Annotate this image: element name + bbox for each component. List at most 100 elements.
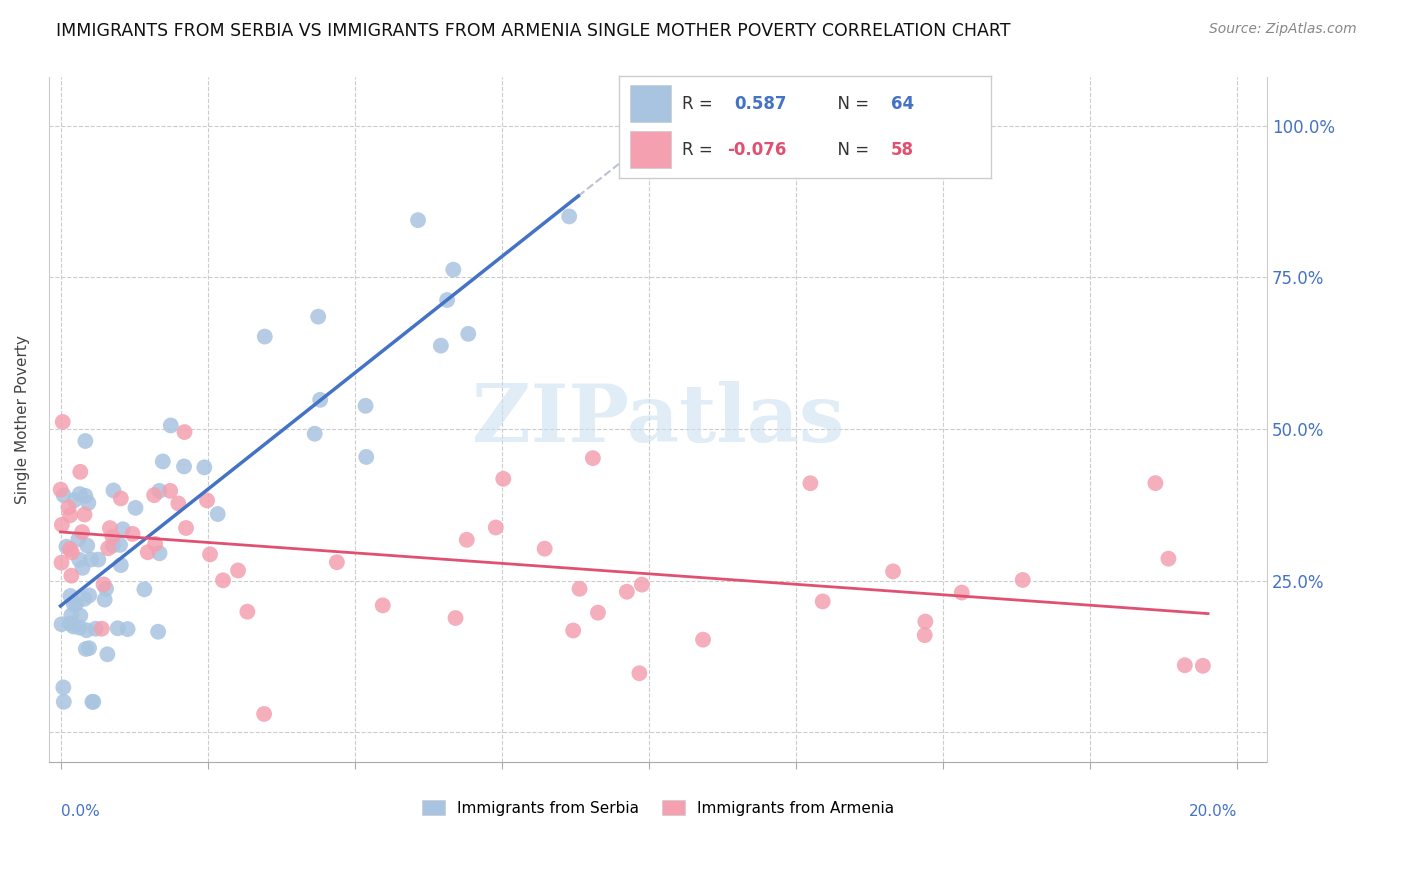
Point — [60, 545, 83, 559]
Text: ZIPatlas: ZIPatlas — [471, 381, 844, 459]
Point — [70, 525, 93, 540]
Point — [67, 553, 90, 567]
Text: 20.0%: 20.0% — [1189, 804, 1237, 819]
Point — [60, 568, 83, 582]
Point — [307, 310, 329, 324]
Point — [87, 552, 110, 566]
Point — [616, 584, 638, 599]
Point — [1011, 573, 1033, 587]
Text: -0.076: -0.076 — [727, 141, 786, 159]
Point — [492, 472, 515, 486]
Point — [134, 582, 156, 597]
Point — [65, 597, 87, 611]
Point — [97, 541, 120, 556]
Point — [52, 695, 75, 709]
Point — [195, 493, 218, 508]
Point — [148, 483, 170, 498]
Point — [193, 460, 215, 475]
Point — [96, 648, 118, 662]
Point — [882, 565, 904, 579]
Point — [236, 605, 259, 619]
Text: 58: 58 — [890, 141, 914, 159]
Point — [159, 483, 181, 498]
Point — [69, 608, 91, 623]
Point — [93, 577, 115, 591]
Point — [371, 599, 394, 613]
Point — [1174, 658, 1197, 673]
Y-axis label: Single Mother Poverty: Single Mother Poverty — [15, 335, 30, 504]
Point — [558, 210, 581, 224]
Point — [117, 622, 139, 636]
Point — [59, 541, 82, 556]
Point — [430, 338, 453, 352]
Point — [49, 483, 72, 497]
Legend: Immigrants from Serbia, Immigrants from Armenia: Immigrants from Serbia, Immigrants from … — [413, 792, 901, 823]
Point — [111, 522, 134, 536]
Point — [69, 487, 91, 501]
Point — [110, 491, 132, 506]
Point — [101, 539, 124, 553]
Text: R =: R = — [682, 95, 723, 112]
Point — [52, 488, 75, 502]
Point — [457, 326, 479, 341]
Point — [253, 329, 276, 343]
Text: IMMIGRANTS FROM SERBIA VS IMMIGRANTS FROM ARMENIA SINGLE MOTHER POVERTY CORRELAT: IMMIGRANTS FROM SERBIA VS IMMIGRANTS FRO… — [56, 22, 1011, 40]
Text: 64: 64 — [890, 95, 914, 112]
Point — [148, 546, 170, 560]
Point — [75, 434, 97, 448]
Point — [52, 681, 75, 695]
Point — [562, 624, 585, 638]
Point — [1192, 658, 1215, 673]
Text: 0.0%: 0.0% — [60, 804, 100, 819]
Point — [63, 493, 86, 508]
Point — [103, 483, 125, 498]
Text: R =: R = — [682, 141, 718, 159]
Text: Source: ZipAtlas.com: Source: ZipAtlas.com — [1209, 22, 1357, 37]
Point — [198, 547, 221, 561]
Point — [98, 521, 121, 535]
Point — [90, 622, 112, 636]
Point — [72, 561, 94, 575]
Point — [73, 591, 96, 606]
Point — [69, 621, 91, 635]
Point — [568, 582, 591, 596]
Point — [107, 621, 129, 635]
Point — [456, 533, 478, 547]
Point — [77, 641, 100, 656]
Text: N =: N = — [827, 95, 875, 112]
Point — [59, 589, 82, 603]
Point — [108, 538, 131, 552]
Bar — [630, 85, 671, 122]
Point — [326, 555, 349, 569]
Point — [406, 213, 429, 227]
Point — [62, 619, 84, 633]
Point — [94, 582, 117, 596]
Point — [811, 594, 834, 608]
Point — [143, 537, 166, 551]
Point — [67, 532, 90, 546]
Point — [58, 500, 80, 515]
Point — [77, 588, 100, 602]
Point — [207, 507, 229, 521]
Point — [159, 418, 181, 433]
Point — [101, 530, 124, 544]
Point — [173, 459, 195, 474]
Point — [309, 392, 332, 407]
Point — [136, 545, 159, 559]
Point — [76, 539, 98, 553]
Point — [84, 622, 107, 636]
Point — [76, 624, 98, 638]
Point — [121, 527, 143, 541]
Text: N =: N = — [827, 141, 875, 159]
Point — [59, 508, 82, 523]
Point — [60, 608, 83, 623]
Point — [93, 592, 115, 607]
Point — [253, 706, 276, 721]
Point — [354, 450, 377, 464]
Point — [124, 500, 146, 515]
Point — [914, 628, 936, 642]
Point — [914, 615, 936, 629]
Point — [146, 624, 169, 639]
Point — [628, 666, 651, 681]
Point — [436, 293, 458, 307]
